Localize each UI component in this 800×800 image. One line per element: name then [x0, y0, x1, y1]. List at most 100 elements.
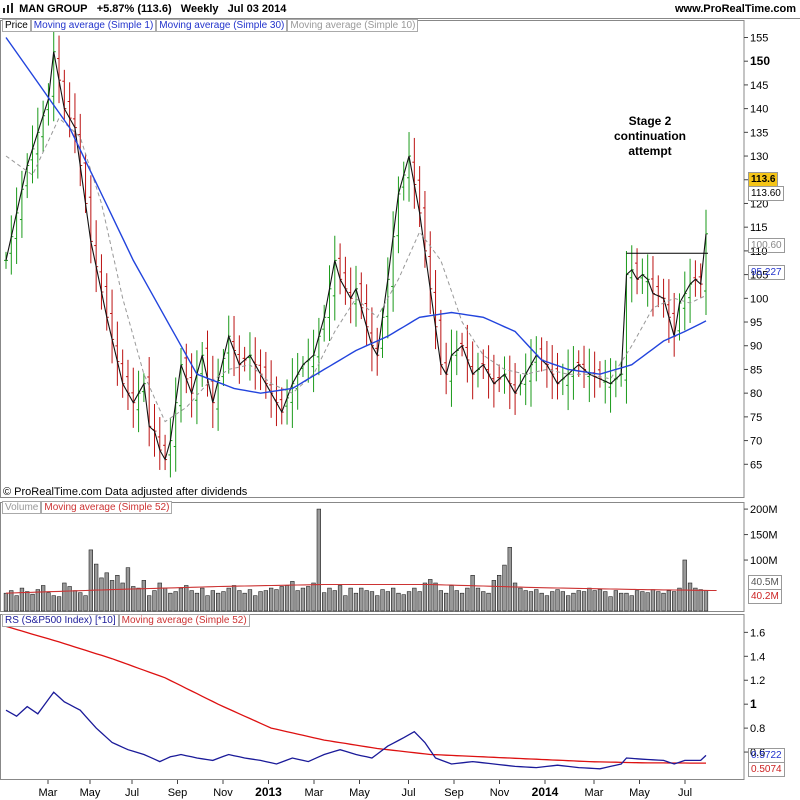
- rs-tick-label: 0.6: [750, 747, 765, 759]
- volume-bar: [618, 592, 624, 612]
- volume-bar: [67, 586, 72, 612]
- volume-bar: [433, 582, 438, 612]
- volume-bar: [412, 587, 417, 612]
- volume-bar: [284, 585, 290, 612]
- volume-bar: [263, 590, 269, 612]
- volume-bar: [290, 581, 295, 612]
- price-tick-label: 75: [750, 412, 762, 424]
- volume-bar: [35, 589, 41, 612]
- volume-bar: [624, 592, 629, 612]
- volume-bar: [364, 590, 369, 612]
- volume-bar: [359, 587, 364, 612]
- x-tick-label: 2013: [255, 785, 282, 799]
- legend-rs-ma[interactable]: Moving average (Simple 52): [118, 614, 250, 627]
- volume-bar: [200, 587, 205, 612]
- volume-bar: [253, 595, 258, 612]
- volume-bar: [268, 587, 274, 612]
- volume-bar: [571, 592, 576, 612]
- stage2-annotation: Stage 2 continuation attempt: [600, 114, 700, 159]
- volume-bar: [141, 580, 147, 612]
- volume-bar: [523, 590, 528, 612]
- volume-bar: [226, 587, 231, 612]
- legend-rs[interactable]: RS (S&P500 Index) [*10]: [2, 614, 119, 627]
- volume-bar: [131, 586, 136, 612]
- volume-bar: [99, 577, 104, 612]
- volume-bar: [178, 587, 184, 612]
- site-link[interactable]: www.ProRealTime.com: [674, 3, 796, 15]
- volume-bar: [449, 585, 454, 612]
- volume-ma-line: [5, 583, 717, 594]
- vol-tick-label: 150M: [750, 530, 778, 542]
- legend-ma30[interactable]: Moving average (Simple 30): [156, 19, 288, 32]
- price-tick-label: 95: [750, 317, 762, 329]
- volume-bar: [417, 591, 422, 612]
- volume-bar: [396, 592, 401, 612]
- ma10-line: [5, 117, 707, 423]
- legend-price[interactable]: Price: [2, 19, 31, 32]
- volume-bar: [210, 590, 216, 612]
- price-tick-label: 110: [750, 246, 768, 258]
- volume-bar: [88, 549, 94, 612]
- volume-bar: [231, 585, 237, 612]
- volume-bar: [3, 592, 9, 612]
- volume-bar: [640, 591, 645, 612]
- volume-bar: [634, 590, 640, 612]
- volume-bar: [465, 587, 470, 612]
- close-price-tag: 113.60: [748, 186, 784, 201]
- volume-panel: 200M 150M 100M: [3, 504, 778, 612]
- volume-bar: [147, 595, 152, 612]
- volume-bar: [136, 587, 141, 612]
- price-tick-label: 105: [750, 270, 768, 282]
- price-tick-label: 70: [750, 436, 762, 448]
- volume-bar: [343, 595, 348, 612]
- legend-volume[interactable]: Volume: [2, 501, 42, 514]
- rs-ma-tag: 0.5074: [748, 762, 785, 777]
- price-tick-label: 130: [750, 151, 768, 163]
- volume-bar: [237, 590, 242, 612]
- volume-bar: [555, 589, 560, 612]
- volume-bar: [603, 591, 608, 612]
- volume-bar: [274, 589, 279, 612]
- data-credit: © ProRealTime.com Data adjusted after di…: [3, 486, 248, 498]
- volume-bar: [380, 589, 385, 612]
- legend-vol-ma[interactable]: Moving average (Simple 52): [41, 501, 173, 514]
- volume-bar: [157, 582, 162, 612]
- price-tick-label: 80: [750, 388, 762, 400]
- rs-tag: 0.5722: [748, 748, 785, 763]
- x-tick-label: May: [349, 787, 370, 799]
- volume-bar: [40, 585, 46, 612]
- rs-line: [5, 691, 707, 770]
- x-tick-label: May: [629, 787, 650, 799]
- volume-bar: [576, 590, 581, 612]
- annotation-line-2: continuation: [614, 129, 686, 143]
- x-tick-label: Mar: [585, 787, 604, 799]
- volume-bar: [443, 592, 449, 612]
- volume-bar: [51, 595, 56, 612]
- rs-frame: [0, 614, 745, 780]
- ma1-line: [5, 51, 707, 461]
- x-tick-label: Mar: [39, 787, 58, 799]
- volume-bar: [56, 596, 62, 612]
- volume-bar: [544, 595, 550, 612]
- price-tick-label: 140: [750, 104, 768, 116]
- volume-bar: [306, 586, 311, 612]
- volume-bar: [565, 595, 571, 612]
- x-tick-label: Jul: [678, 787, 692, 799]
- volume-bar: [390, 587, 396, 612]
- volume-tag: 40.5M: [748, 575, 782, 590]
- volume-bar: [385, 591, 391, 612]
- rs-tick-label: 1: [750, 697, 757, 711]
- volume-bar: [353, 592, 359, 612]
- x-tick-label: 2014: [532, 785, 559, 799]
- price-tick-label: 115: [750, 222, 768, 234]
- legend-ma10[interactable]: Moving average (Simple 10): [287, 19, 419, 32]
- volume-bar: [693, 587, 698, 612]
- legend-ma1[interactable]: Moving average (Simple 1): [30, 19, 157, 32]
- volume-bar: [438, 590, 444, 612]
- volume-bar: [512, 582, 518, 612]
- volume-bar: [486, 592, 491, 612]
- volume-bar: [698, 589, 703, 612]
- volume-bar: [332, 590, 337, 612]
